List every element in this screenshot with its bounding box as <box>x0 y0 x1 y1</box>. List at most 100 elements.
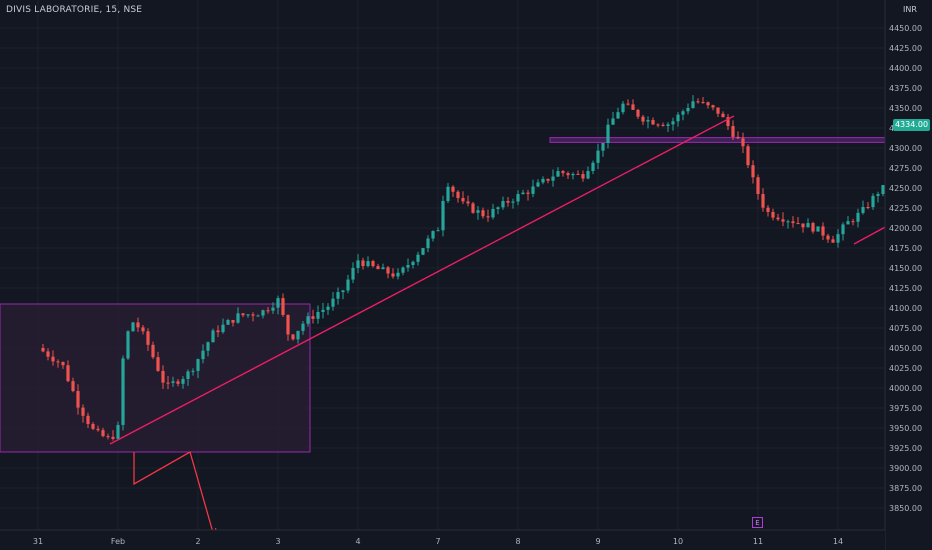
candle-body <box>126 331 130 359</box>
candle-body <box>226 320 230 325</box>
candle-body <box>756 177 760 195</box>
y-tick-label: 4300.00 <box>889 144 922 153</box>
candle-body <box>791 221 795 224</box>
candle-body <box>871 195 875 208</box>
candle-body <box>656 124 660 126</box>
candle-body <box>601 142 605 151</box>
y-tick-label: 4125.00 <box>889 284 922 293</box>
candle-body <box>276 298 280 308</box>
candle-body <box>51 356 55 362</box>
candle-body <box>806 223 810 228</box>
candle-body <box>236 313 240 323</box>
projection-arrow <box>133 451 215 537</box>
candle-body <box>481 210 485 217</box>
candle-body <box>821 226 825 236</box>
candle-body <box>151 344 155 358</box>
candle-body <box>566 173 570 176</box>
candle-body <box>106 436 110 438</box>
candle-body <box>881 185 885 195</box>
candle-body <box>441 200 445 231</box>
candle-body <box>101 430 105 437</box>
candle-body <box>386 267 390 274</box>
candle-body <box>311 316 315 319</box>
candle-body <box>381 267 385 270</box>
candle-body <box>456 191 460 199</box>
candle-body <box>561 171 565 174</box>
x-tick-label: 3 <box>275 537 280 546</box>
candle-body <box>741 138 745 147</box>
candle-body <box>371 261 375 267</box>
candle-body <box>761 194 765 208</box>
candle-body <box>326 306 330 310</box>
candle-body <box>586 170 590 179</box>
x-tick-label: 11 <box>753 537 763 546</box>
candle-body <box>836 234 840 243</box>
candle-body <box>376 266 380 270</box>
candle-body <box>206 342 210 351</box>
candle-body <box>41 348 45 352</box>
candle-body <box>136 322 140 328</box>
y-tick-label: 3975.00 <box>889 404 922 413</box>
candle-body <box>81 407 85 416</box>
candle-body <box>541 178 545 183</box>
candle-body <box>401 267 405 273</box>
candle-body <box>736 136 740 139</box>
candle-body <box>171 381 175 383</box>
candle-body <box>406 264 410 268</box>
candle-body <box>516 194 520 202</box>
candle-body <box>306 316 310 324</box>
candle-body <box>321 309 325 313</box>
y-tick-label: 4425.00 <box>889 44 922 53</box>
x-tick-label: 31 <box>33 537 43 546</box>
candle-body <box>591 162 595 171</box>
candle-body <box>476 210 480 213</box>
candle-body <box>531 186 535 194</box>
candle-body <box>201 350 205 360</box>
candle-body <box>876 194 880 196</box>
candle-body <box>776 217 780 220</box>
candle-body <box>786 221 790 223</box>
candle-body <box>501 200 505 208</box>
candle-body <box>731 126 735 137</box>
candle-body <box>211 330 215 343</box>
candle-body <box>581 174 585 179</box>
candle-body <box>771 211 775 218</box>
candle-body <box>76 391 80 408</box>
candle-body <box>646 120 650 122</box>
candle-body <box>536 182 540 187</box>
candle-body <box>681 111 685 115</box>
candle-body <box>851 221 855 223</box>
candle-body <box>826 235 830 240</box>
candle-body <box>496 207 500 210</box>
candle-body <box>596 150 600 163</box>
candle-body <box>641 116 645 122</box>
candle-body <box>431 231 435 239</box>
earnings-badge[interactable]: E <box>752 517 763 528</box>
candle-body <box>711 105 715 108</box>
candle-body <box>96 428 100 431</box>
candle-body <box>606 124 610 143</box>
candle-body <box>841 224 845 235</box>
x-tick-label: 8 <box>515 537 520 546</box>
y-tick-label: 4200.00 <box>889 224 922 233</box>
candle-body <box>261 310 265 316</box>
candle-body <box>861 207 865 213</box>
candle-body <box>576 173 580 175</box>
candle-body <box>811 223 815 232</box>
candle-body <box>266 310 270 312</box>
candle-body <box>46 351 50 357</box>
candle-body <box>146 331 150 345</box>
y-tick-label: 3875.00 <box>889 484 922 493</box>
resistance-band <box>549 137 932 143</box>
candle-body <box>721 113 725 118</box>
candle-body <box>746 146 750 166</box>
time-axis <box>0 530 885 550</box>
x-tick-label: 2 <box>195 537 200 546</box>
range-box <box>0 303 311 453</box>
candle-body <box>336 292 340 299</box>
grid <box>0 0 885 530</box>
candle-body <box>341 290 345 293</box>
candle-body <box>706 102 710 106</box>
candle-body <box>451 186 455 192</box>
